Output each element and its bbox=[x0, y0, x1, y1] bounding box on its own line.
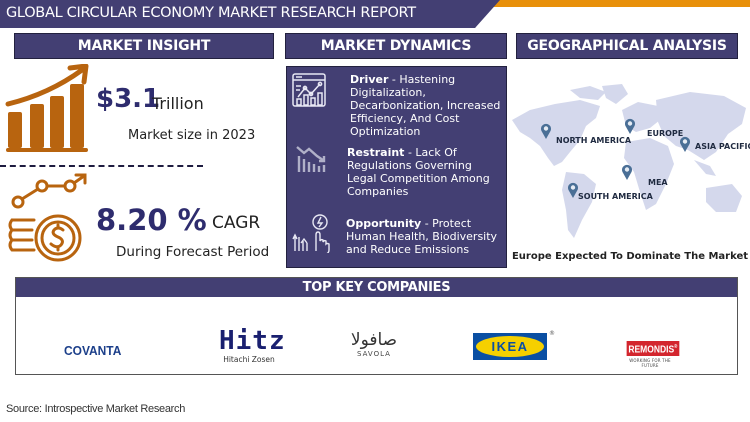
ikea-wordmark: IKEA bbox=[476, 336, 544, 357]
market-dynamics-panel: Driver - Hastening Digitalization, Decar… bbox=[286, 66, 507, 268]
driver-item: Driver - Hastening Digitalization, Decar… bbox=[350, 73, 505, 138]
europe-pin-icon bbox=[625, 118, 635, 134]
remondis-registered-mark: ® bbox=[674, 343, 678, 350]
market-size-value: $3.1 bbox=[96, 84, 161, 114]
cagr-label: During Forecast Period bbox=[116, 244, 270, 260]
logo-savola: صافولا SAVOLA bbox=[343, 330, 405, 358]
savola-subtitle: SAVOLA bbox=[357, 350, 391, 358]
region-label-north-america: NORTH AMERICA bbox=[556, 136, 632, 145]
remondis-name: REMONDIS bbox=[628, 344, 675, 355]
driver-title: Driver bbox=[350, 73, 389, 86]
restraint-item: Restraint - Lack Of Regulations Governin… bbox=[347, 146, 502, 198]
region-label-mea: MEA bbox=[648, 178, 668, 187]
opportunity-title: Opportunity bbox=[346, 217, 422, 230]
opportunity-hand-icon bbox=[292, 214, 330, 253]
geo-caption: Europe Expected To Dominate The Market bbox=[511, 251, 749, 262]
south-america-pin-icon bbox=[568, 182, 578, 198]
dashed-divider bbox=[0, 165, 203, 167]
driver-text: - Hastening Digitalization, Decarbonizat… bbox=[350, 73, 501, 138]
logo-hitz: Hitz Hitachi Zosen bbox=[219, 326, 286, 364]
logo-remondis: REMONDIS® WORKING FOR THE FUTURE bbox=[622, 337, 679, 368]
logo-covanta: COVANTA bbox=[64, 343, 122, 358]
logo-ikea: IKEA bbox=[473, 333, 547, 360]
dollar-coin-growth-icon bbox=[8, 173, 87, 262]
cagr-value: 8.20 % bbox=[96, 203, 207, 237]
world-map: NORTH AMERICA EUROPE ASIA PACIFIC MEA SO… bbox=[510, 80, 750, 245]
top-key-companies-panel: TOP KEY COMPANIES COVANTA Hitz Hitachi Z… bbox=[15, 277, 738, 375]
remondis-wordmark: REMONDIS® bbox=[626, 340, 679, 356]
region-label-asia-pacific: ASIA PACIFIC bbox=[695, 142, 750, 151]
growth-bar-chart-icon bbox=[5, 64, 89, 152]
asia-pacific-pin-icon bbox=[680, 136, 690, 152]
ikea-registered-mark: ® bbox=[549, 330, 555, 337]
mea-pin-icon bbox=[622, 164, 632, 180]
north-america-pin-icon bbox=[541, 123, 551, 139]
market-insight-header: MARKET INSIGHT bbox=[14, 33, 274, 59]
market-size-unit: Trillion bbox=[152, 94, 204, 113]
market-dynamics-header: MARKET DYNAMICS bbox=[285, 33, 507, 59]
declining-chart-icon bbox=[296, 146, 326, 172]
cagr-unit: CAGR bbox=[212, 213, 261, 233]
world-map-graphic bbox=[512, 84, 746, 238]
report-title: GLOBAL CIRCULAR ECONOMY MARKET RESEARCH … bbox=[6, 5, 416, 21]
source-note: Source: Introspective Market Research bbox=[6, 403, 186, 415]
opportunity-text: - Protect Human Health, Biodiversity and… bbox=[346, 217, 498, 256]
region-label-south-america: SOUTH AMERICA bbox=[578, 192, 653, 201]
hitz-subtitle: Hitachi Zosen bbox=[223, 355, 275, 364]
savola-arabic-wordmark: صافولا bbox=[350, 330, 398, 350]
restraint-title: Restraint bbox=[347, 146, 405, 159]
remondis-subtitle: WORKING FOR THE FUTURE bbox=[629, 358, 671, 368]
market-size-label: Market size in 2023 bbox=[128, 128, 256, 143]
region-label-europe: EUROPE bbox=[647, 129, 684, 138]
hitz-wordmark: Hitz bbox=[219, 326, 286, 356]
opportunity-item: Opportunity - Protect Human Health, Biod… bbox=[346, 217, 501, 256]
restraint-text: - Lack Of Regulations Governing Legal Co… bbox=[347, 146, 490, 198]
title-banner: GLOBAL CIRCULAR ECONOMY MARKET RESEARCH … bbox=[0, 0, 500, 28]
top-key-companies-header: TOP KEY COMPANIES bbox=[16, 278, 737, 297]
analytics-dashboard-icon bbox=[292, 73, 326, 107]
geographical-analysis-header: GEOGRAPHICAL ANALYSIS bbox=[516, 33, 738, 59]
